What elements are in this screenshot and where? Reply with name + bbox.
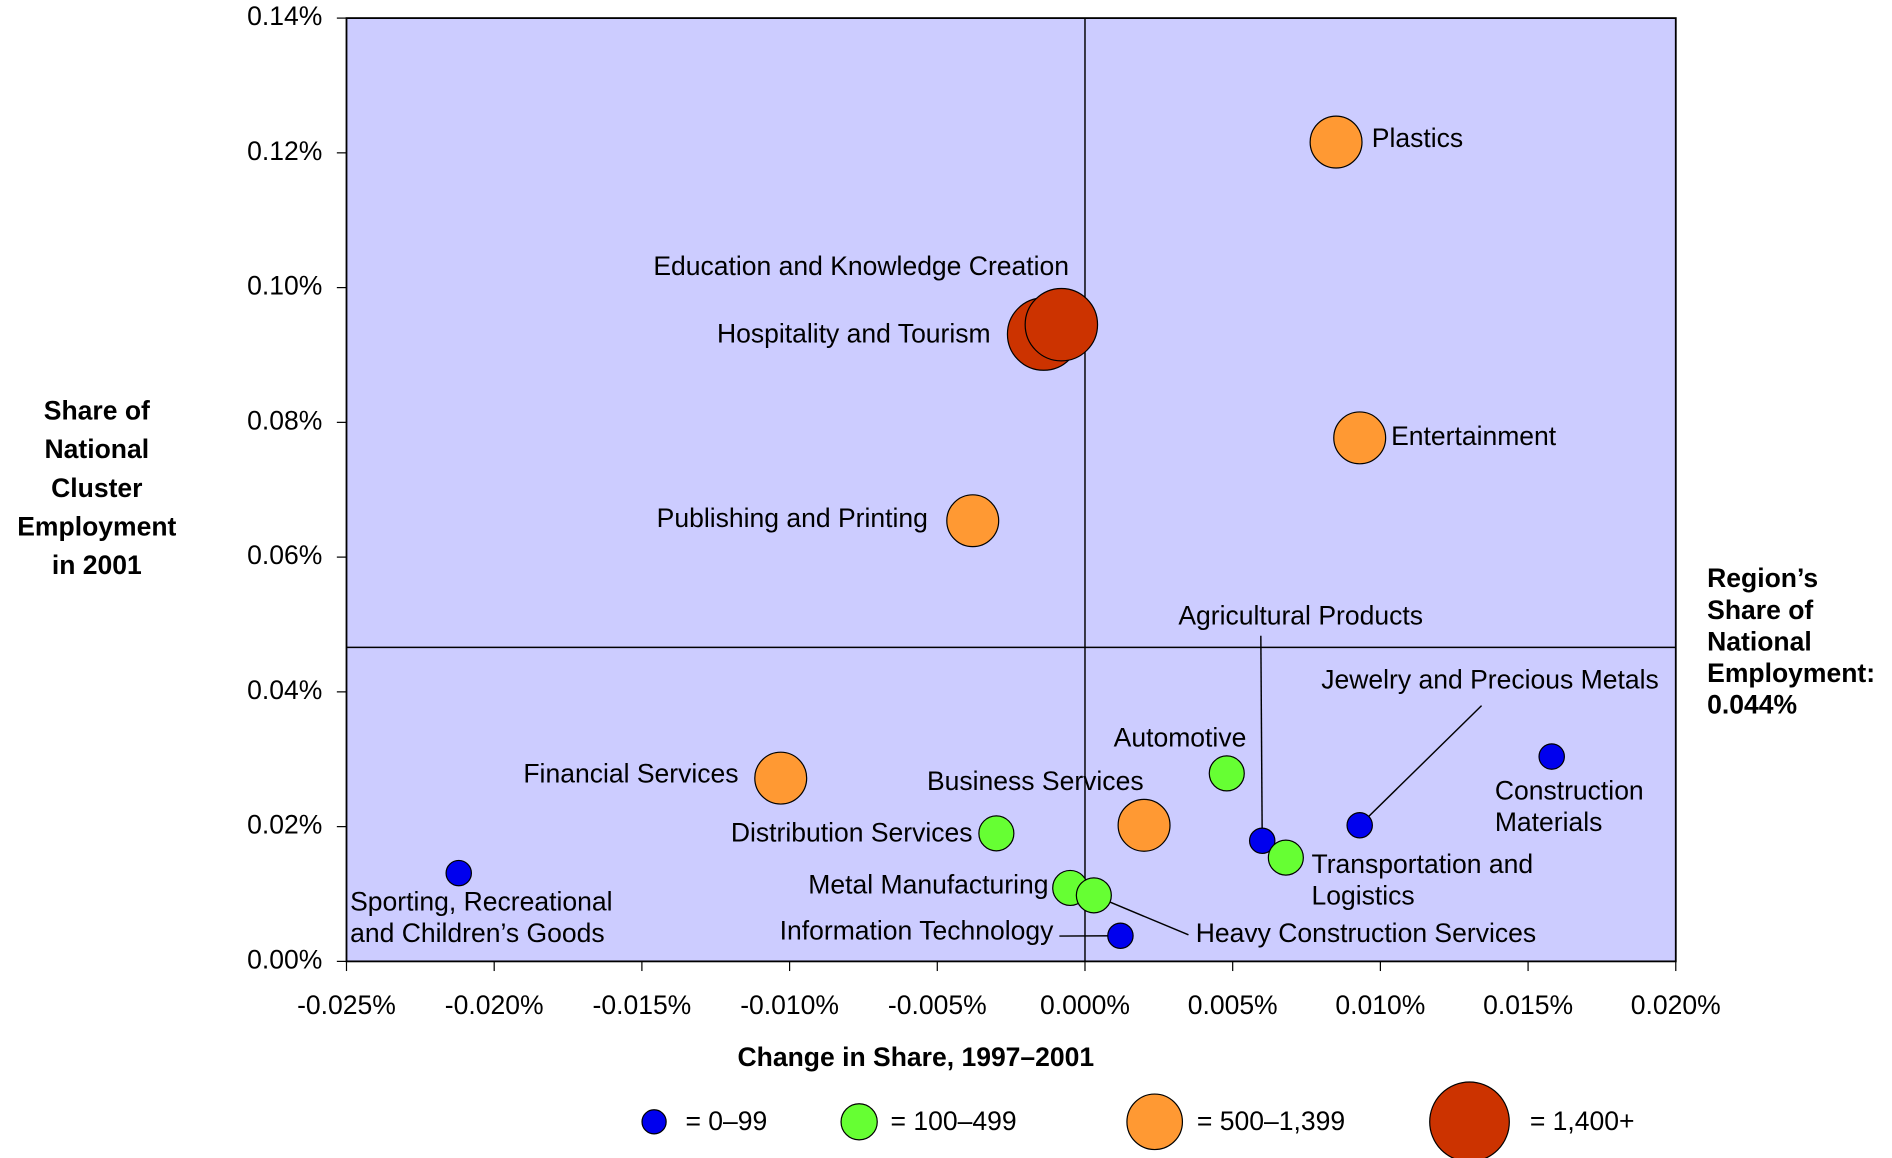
y-tick-label: 0.04% xyxy=(247,675,322,705)
bubble xyxy=(1107,922,1134,950)
point-label: Entertainment xyxy=(1391,421,1557,451)
point-label: Agricultural Products xyxy=(1178,601,1423,631)
annotation: Share of xyxy=(1707,595,1813,625)
x-axis-title: Change in Share, 1997–2001 xyxy=(737,1042,1094,1072)
point-label: Logistics xyxy=(1311,880,1414,910)
x-tick-label: -0.020% xyxy=(445,990,544,1020)
y-tick-label: 0.00% xyxy=(247,944,322,974)
point-label: Distribution Services xyxy=(731,818,973,848)
y-tick-label: 0.14% xyxy=(247,1,322,31)
legend-label: = 500–1,399 xyxy=(1197,1106,1345,1136)
point-label: Publishing and Printing xyxy=(657,503,928,533)
legend-swatch xyxy=(1429,1081,1510,1158)
annotation: National xyxy=(1707,626,1812,656)
y-axis-title: National xyxy=(44,434,149,464)
bubble xyxy=(1075,877,1112,914)
bubble xyxy=(1208,755,1245,792)
bubble xyxy=(445,859,473,887)
point-label: and Children’s Goods xyxy=(350,918,605,948)
legend-swatch xyxy=(840,1103,878,1141)
y-tick-label: 0.10% xyxy=(247,271,322,301)
point-label: Hospitality and Tourism xyxy=(717,318,991,348)
bubble xyxy=(1309,115,1363,169)
leader-line xyxy=(1359,705,1483,826)
legend-label: = 1,400+ xyxy=(1530,1106,1635,1136)
point-label: Jewelry and Precious Metals xyxy=(1321,665,1658,695)
y-axis-title: Share of xyxy=(44,396,150,426)
point-label: Financial Services xyxy=(523,759,738,789)
legend-swatch xyxy=(641,1109,667,1135)
bubble xyxy=(754,751,808,805)
bubble xyxy=(1346,812,1373,839)
bubble xyxy=(1538,743,1565,770)
point-label: Automotive xyxy=(1114,722,1247,752)
annotation: Employment: xyxy=(1707,658,1875,688)
y-tick-label: 0.08% xyxy=(247,405,322,435)
y-axis-title: in 2001 xyxy=(52,550,142,580)
bubble xyxy=(1248,827,1276,855)
point-label: Metal Manufacturing xyxy=(808,870,1048,900)
point-label: Sporting, Recreational xyxy=(350,886,612,916)
y-tick-label: 0.06% xyxy=(247,540,322,570)
bubble xyxy=(1024,287,1099,362)
y-axis-title: Cluster xyxy=(51,473,142,503)
plot-area xyxy=(345,17,1677,963)
x-tick-label: 0.000% xyxy=(1040,990,1130,1020)
x-tick-label: -0.010% xyxy=(740,990,839,1020)
x-tick-label: 0.005% xyxy=(1188,990,1278,1020)
legend-swatch xyxy=(1126,1093,1184,1151)
x-tick-label: -0.005% xyxy=(888,990,987,1020)
legend-label: = 0–99 xyxy=(685,1106,767,1136)
leader-line xyxy=(1260,635,1263,841)
x-tick-label: 0.015% xyxy=(1483,990,1573,1020)
point-label: Transportation and xyxy=(1311,849,1533,879)
x-tick-label: 0.020% xyxy=(1631,990,1721,1020)
point-label: Education and Knowledge Creation xyxy=(653,251,1069,281)
y-tick-label: 0.02% xyxy=(247,810,322,840)
y-tick-label: 0.12% xyxy=(247,136,322,166)
x-tick-label: 0.010% xyxy=(1335,990,1425,1020)
bubble xyxy=(1333,411,1387,465)
bubble xyxy=(978,815,1015,852)
bubble xyxy=(1117,798,1171,852)
bubble xyxy=(1267,839,1304,876)
point-label: Information Technology xyxy=(780,915,1054,945)
x-tick-label: -0.025% xyxy=(297,990,396,1020)
annotation: 0.044% xyxy=(1707,690,1797,720)
x-tick-label: -0.015% xyxy=(593,990,692,1020)
point-label: Materials xyxy=(1495,807,1603,837)
annotation: Region’s xyxy=(1707,563,1818,593)
y-axis-title: Employment xyxy=(17,511,176,541)
point-label: Business Services xyxy=(927,766,1144,796)
point-label: Plastics xyxy=(1372,123,1463,153)
point-label: Construction xyxy=(1495,776,1644,806)
point-label: Heavy Construction Services xyxy=(1196,918,1536,948)
legend-label: = 100–499 xyxy=(891,1106,1017,1136)
bubble xyxy=(946,494,1000,548)
